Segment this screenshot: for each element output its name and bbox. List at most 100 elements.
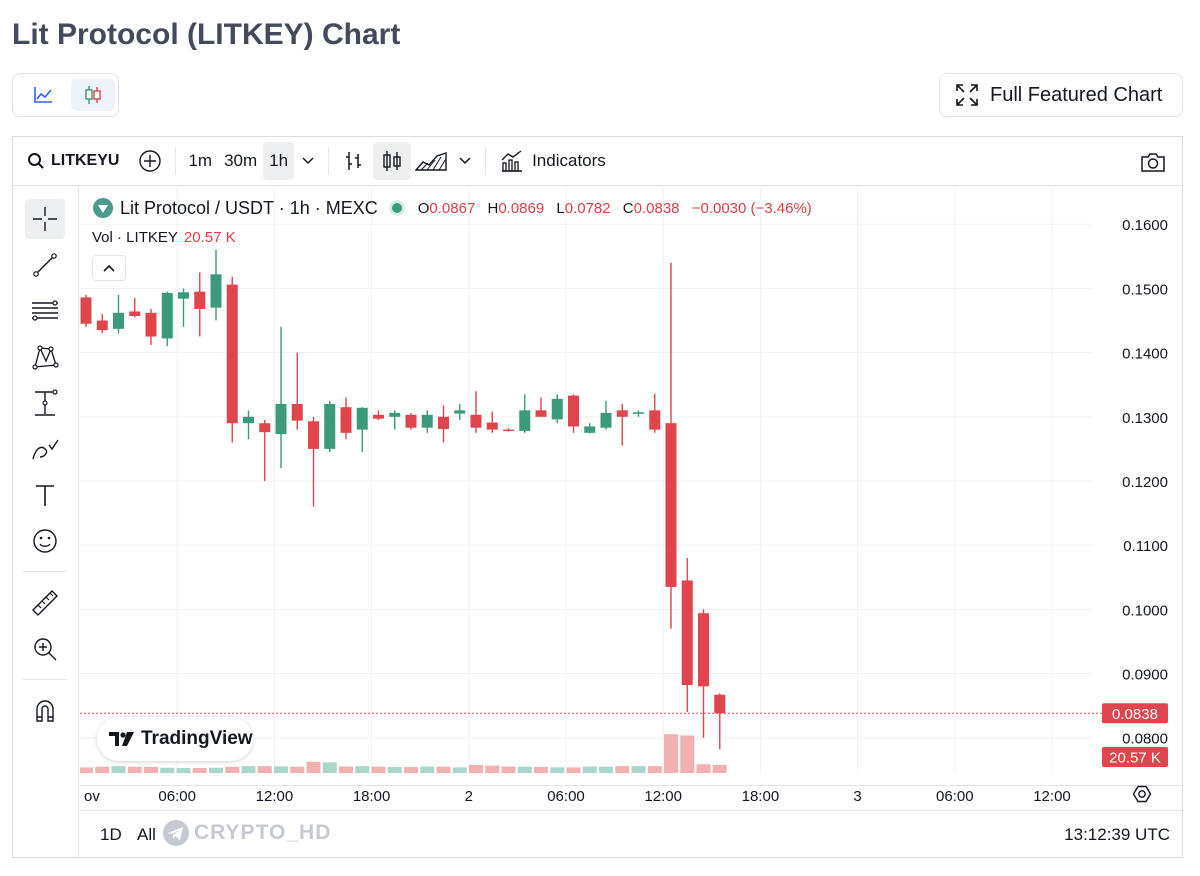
candle-body [226,284,238,424]
range-1d-button[interactable]: 1D [100,825,122,844]
last-price-label: 0.0838 [1112,706,1158,723]
candle-body [616,410,628,417]
chart-legend: Lit Protocol / USDT · 1h · MEXC O0.0867 … [92,197,820,219]
pattern-tool[interactable] [25,337,65,377]
candle-body [600,412,612,428]
candle-body [210,274,222,308]
price-chart[interactable]: 0.1600 0.1500 0.1400 0.1300 0.1200 0.1100 0.10… [80,187,1182,810]
high-value: 0.0869 [498,199,545,217]
y-tick-label: 0.1500 [1122,281,1168,298]
chart-area[interactable]: 0.1600 0.1500 0.1400 0.1300 0.1200 0.1100 0.10… [80,187,1182,857]
full-featured-chart-label: Full Featured Chart [990,83,1163,106]
candle-body [291,403,303,421]
tradingview-icon [109,732,134,746]
candle-body [698,613,709,687]
full-featured-chart-button[interactable]: Full Featured Chart [939,73,1183,117]
volume-bar [647,766,662,773]
style-dropdown-button[interactable] [451,142,479,180]
candles-style-button[interactable] [373,142,412,180]
screenshot-button[interactable] [1134,143,1172,181]
trend-line-tool[interactable] [25,245,65,285]
y-tick-label: 0.0900 [1122,667,1168,684]
candle-body [405,414,417,428]
volume-bar [599,766,613,773]
bars-style-button[interactable] [335,142,373,180]
candle-body [681,580,693,686]
candle-body [356,407,368,430]
tools-divider [23,679,67,680]
text-icon [36,485,54,506]
toolbar-divider [328,147,330,175]
volume-bar [664,734,678,773]
volume-bar [160,767,175,773]
range-all-button[interactable]: All [137,825,156,844]
candle-body [113,312,124,329]
tradingview-label: TradingView [141,728,253,749]
candle-body [243,416,254,424]
candle-body [145,312,157,337]
volume-bar [241,766,256,773]
trend-line-icon [33,253,57,277]
area-style-button[interactable] [411,142,451,180]
interval-1h[interactable]: 1h [263,142,295,180]
y-tick-label: 0.1400 [1122,346,1168,363]
utc-clock[interactable]: 13:12:39 UTC [1064,825,1170,844]
volume-bar [712,764,727,773]
interval-1m[interactable]: 1m [188,151,213,170]
fib-tool[interactable] [25,291,65,331]
drawing-toolbar [13,187,79,857]
legend-collapse-button[interactable] [92,255,126,281]
emoji-tool[interactable] [25,521,65,561]
last-price-badge [1102,703,1168,724]
volume-bar [680,735,695,773]
volume-bar [225,766,240,773]
symbol-search[interactable]: LITKEYU [13,142,119,180]
x-tick-label: 06:00 [158,788,196,805]
volume-bar [127,766,142,773]
candle-body [486,422,498,430]
volume-bar [534,767,548,773]
zoom-in-tool[interactable] [25,629,65,669]
candle-body [584,426,596,433]
y-tick-label: 0.0800 [1122,731,1168,748]
x-tick-label: 3 [853,788,861,805]
interval-dropdown-button[interactable] [294,142,322,180]
line-chart-icon [34,87,52,103]
interval-30m[interactable]: 30m [224,151,258,170]
brush-icon [32,439,59,460]
volume-bar [95,766,110,773]
candle-view-button[interactable] [71,79,115,111]
candle-body [389,412,401,417]
candle-body [633,412,644,414]
plus-circle-icon [139,150,162,172]
brush-tool[interactable] [25,429,65,469]
candle-body [714,694,726,714]
indicators-icon [501,150,523,172]
volume-bar [306,761,321,773]
chevron-down-icon [302,157,314,165]
candle-body [421,414,433,428]
candle-body [194,291,206,309]
volume-bar [387,767,402,773]
candle-body [324,403,336,449]
watermark: CRYPTO_HD [162,819,331,847]
compare-add-button[interactable] [131,142,169,180]
measure-projection-tool[interactable] [25,383,65,423]
line-view-button[interactable] [21,79,65,111]
y-tick-label: 0.1300 [1122,410,1168,427]
chart-widget: LITKEYU 1m 30m 1h [12,136,1183,858]
volume-bar [274,766,288,773]
legend-ohlc: O0.0867 H0.0869 L0.0782 C0.0838 −0.0030 … [418,200,820,217]
pattern-icon [32,345,59,370]
indicators-button[interactable]: Indicators [492,142,614,180]
volume-bar [371,766,386,773]
ruler-tool[interactable] [25,583,65,623]
crosshair-tool[interactable] [25,199,65,239]
magnet-tool[interactable] [25,691,65,731]
tools-divider [23,571,67,572]
tradingview-logo[interactable]: TradingView [97,717,253,761]
text-tool[interactable] [25,475,65,515]
x-tick-label: 12:00 [1033,788,1071,805]
symbol-label: LITKEYU [51,152,120,169]
candle-body [535,410,547,417]
